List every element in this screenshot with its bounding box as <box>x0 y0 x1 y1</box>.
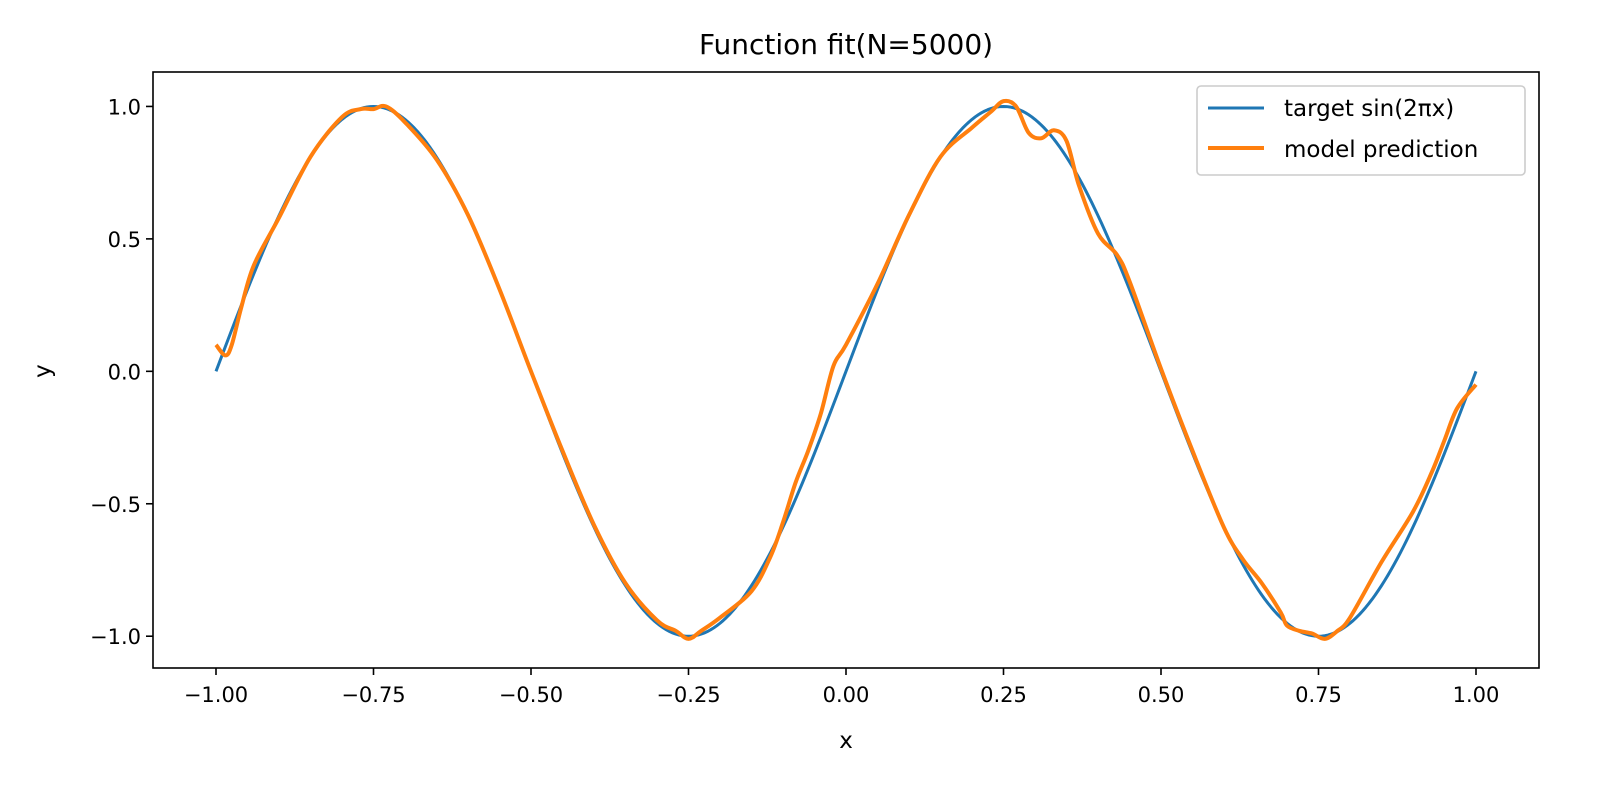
y-axis-ticks: −1.0 −0.5 0.0 0.5 1.0 <box>90 95 153 649</box>
chart-title: Function fit(N=5000) <box>699 28 993 61</box>
series-line-model-prediction <box>214 98 1478 641</box>
x-tick-label: −1.00 <box>184 683 248 707</box>
y-tick-label: 0.5 <box>108 228 141 252</box>
x-tick-label: 0.75 <box>1295 683 1342 707</box>
legend-label-target: target sin(2πx) <box>1284 96 1454 122</box>
x-tick-label: 0.00 <box>823 683 870 707</box>
y-axis-label: y <box>30 364 56 378</box>
y-tick-label: −1.0 <box>90 625 141 649</box>
x-tick-label: −0.75 <box>341 683 405 707</box>
x-tick-label: −0.25 <box>656 683 720 707</box>
x-axis-ticks: −1.00 −0.75 −0.50 −0.25 0.00 0.25 0.50 0.75 1.00 <box>184 668 1500 707</box>
x-axis-label: x <box>839 728 853 754</box>
legend: target sin(2πx) model prediction <box>1196 85 1526 176</box>
legend-label-model-prediction: model prediction <box>1284 137 1478 163</box>
series-line-target <box>214 104 1478 638</box>
x-tick-label: 1.00 <box>1453 683 1500 707</box>
x-tick-label: 0.50 <box>1138 683 1185 707</box>
x-tick-label: −0.50 <box>499 683 563 707</box>
x-tick-label: 0.25 <box>980 683 1027 707</box>
y-tick-label: −0.5 <box>90 493 141 517</box>
plot-frame <box>152 71 1540 669</box>
y-tick-label: 0.0 <box>108 360 141 384</box>
y-tick-label: 1.0 <box>108 95 141 119</box>
legend-box <box>1196 85 1526 176</box>
